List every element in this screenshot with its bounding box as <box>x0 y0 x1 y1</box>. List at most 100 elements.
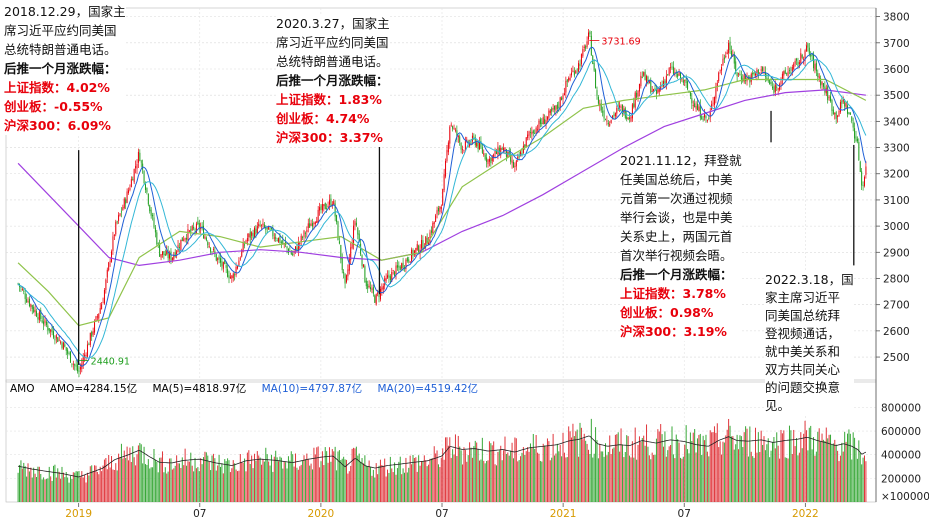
volume-bar <box>839 455 841 502</box>
note-heading: 后推一个月涨跌幅： <box>4 61 117 76</box>
volume-bar <box>285 462 287 502</box>
volume-bar <box>771 442 773 502</box>
volume-bar <box>231 468 233 502</box>
volume-bar <box>552 433 554 502</box>
volume-bar <box>34 473 36 502</box>
candle-body <box>634 92 636 108</box>
volume-bar <box>64 477 66 502</box>
volume-bar <box>728 418 730 502</box>
note-line: 登视频通话， <box>765 326 841 341</box>
volume-bar <box>794 446 796 502</box>
candle-body <box>251 232 253 236</box>
volume-bar <box>740 436 742 502</box>
volume-bar <box>862 457 864 502</box>
volume-bar <box>723 442 725 502</box>
candle-body <box>739 73 741 76</box>
volume-bar <box>733 449 735 502</box>
candle-body <box>245 240 247 243</box>
candle-body <box>84 354 86 358</box>
volume-bar <box>37 466 39 502</box>
volume-bar <box>818 428 820 502</box>
candle-body <box>401 263 403 269</box>
candle-body <box>665 75 667 85</box>
volume-bar <box>661 434 663 502</box>
volume-bar <box>709 430 711 502</box>
volume-bar <box>143 446 145 502</box>
candle-body <box>86 344 88 357</box>
volume-bar <box>195 468 197 502</box>
volume-bar <box>800 432 802 502</box>
candle-body <box>242 242 244 252</box>
volume-bar <box>817 431 819 502</box>
volume-bar <box>562 432 564 502</box>
candle-body <box>316 220 318 223</box>
candle-body <box>279 235 281 243</box>
candle-body <box>449 126 451 144</box>
volume-bar <box>522 447 524 502</box>
volume-tick-label: 800000 <box>881 402 921 414</box>
volume-bar <box>590 418 592 502</box>
volume-bar <box>85 482 87 502</box>
volume-bar <box>460 450 462 502</box>
candle-body <box>524 144 526 148</box>
volume-bar <box>157 472 159 502</box>
volume-bar <box>45 478 47 502</box>
volume-bar <box>490 443 492 502</box>
volume-bar <box>496 465 498 502</box>
volume-bar <box>736 434 738 502</box>
volume-bar <box>508 455 510 502</box>
volume-bar <box>68 482 70 502</box>
candle-body <box>326 208 328 209</box>
candle-body <box>442 189 444 206</box>
candle-body <box>740 76 742 80</box>
candle-body <box>422 240 424 249</box>
candle-body <box>426 237 428 244</box>
volume-bar <box>27 463 29 502</box>
volume-bar <box>433 446 435 502</box>
candle-body <box>394 271 396 276</box>
candle-body <box>371 288 373 290</box>
volume-bar <box>616 434 618 502</box>
volume-bar <box>682 456 684 502</box>
price-tick-label: 3600 <box>883 64 910 76</box>
volume-bar <box>259 457 261 502</box>
volume-bar <box>86 472 88 502</box>
candle-body <box>21 289 23 290</box>
candle-body <box>477 141 479 150</box>
candle-body <box>484 154 486 160</box>
price-panel-frame <box>5 7 877 383</box>
volume-bar <box>180 467 182 502</box>
volume-bar <box>776 432 778 502</box>
candle-body <box>689 92 691 97</box>
candle-body <box>842 99 844 102</box>
candle-body <box>531 131 533 135</box>
volume-unit-label: ×100000 <box>881 491 929 503</box>
volume-bar <box>500 445 502 502</box>
candle-body <box>197 221 199 224</box>
volume-bar <box>181 457 183 502</box>
volume-bar <box>220 466 222 502</box>
volume-bar <box>786 457 788 502</box>
candle-body <box>541 122 543 124</box>
volume-bar <box>483 460 485 502</box>
candle-body <box>217 258 219 260</box>
price-tick-label: 3100 <box>883 195 910 207</box>
candle-body <box>549 110 551 113</box>
volume-bar <box>150 467 152 502</box>
price-tick-label: 2600 <box>883 326 910 338</box>
volume-bar <box>331 449 333 502</box>
volume-bar <box>212 453 214 502</box>
volume-bar <box>681 458 683 502</box>
candle-body <box>696 103 698 111</box>
volume-bar <box>392 472 394 502</box>
volume-bar <box>229 472 231 502</box>
candle-body <box>706 120 708 121</box>
candle-body <box>374 295 376 303</box>
candle-body <box>849 112 851 115</box>
candle-body <box>756 69 758 76</box>
volume-bar <box>208 461 210 502</box>
candle-body <box>766 77 768 79</box>
volume-bar <box>188 461 190 502</box>
candle-body <box>201 226 203 228</box>
